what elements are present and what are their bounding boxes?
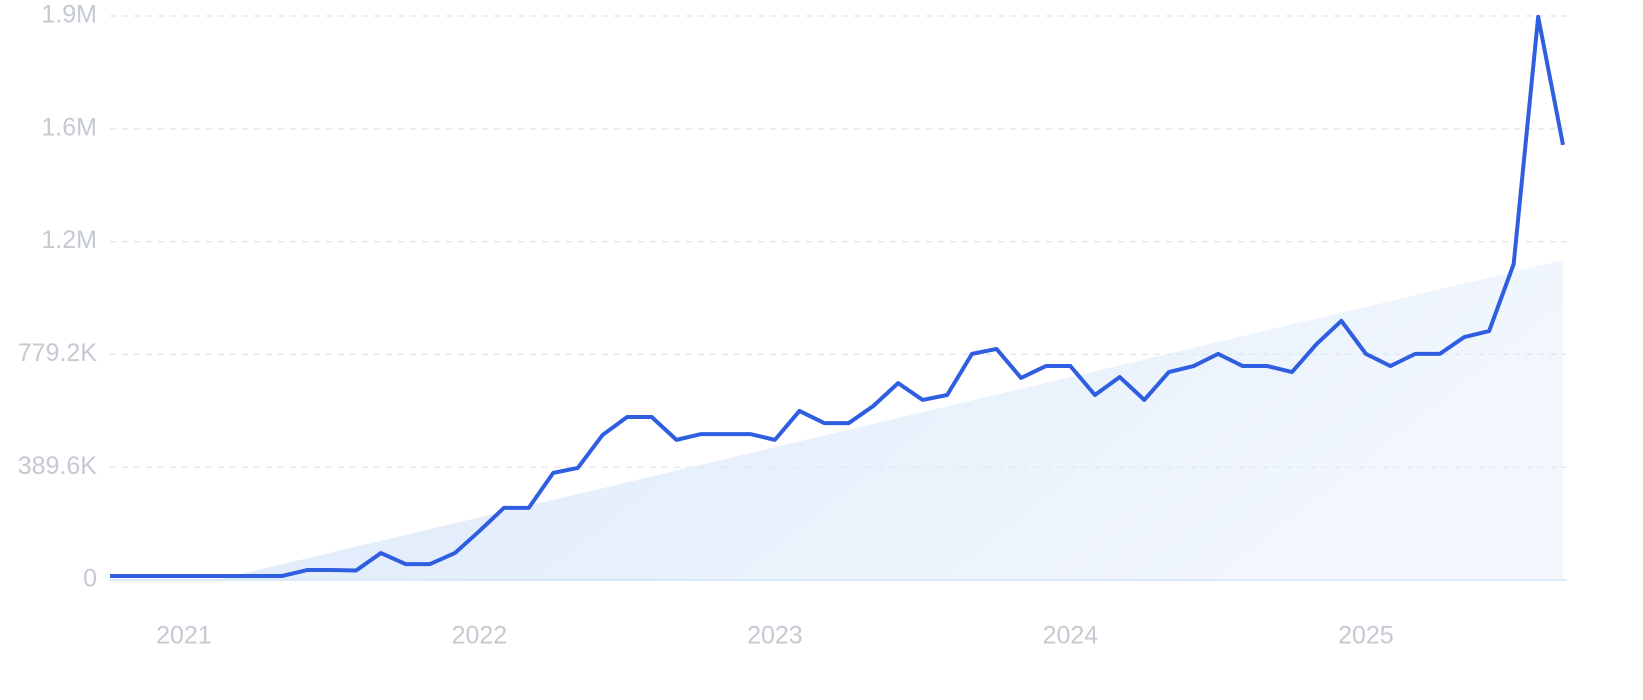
x-tick-label: 2023 [747,622,803,650]
x-tick-label: 2024 [1043,622,1099,650]
y-tick-label: 1.9M [41,1,97,29]
y-tick-label: 1.6M [41,113,97,141]
y-tick-label: 1.2M [41,226,97,254]
x-tick-label: 2021 [156,622,212,650]
x-tick-label: 2025 [1338,622,1394,650]
y-tick-label: 389.6K [18,452,98,480]
y-tick-label: 779.2K [18,339,98,367]
trend-area [215,260,1564,580]
x-tick-label: 2022 [452,622,508,650]
y-tick-label: 0 [83,565,97,593]
line [110,14,1565,578]
